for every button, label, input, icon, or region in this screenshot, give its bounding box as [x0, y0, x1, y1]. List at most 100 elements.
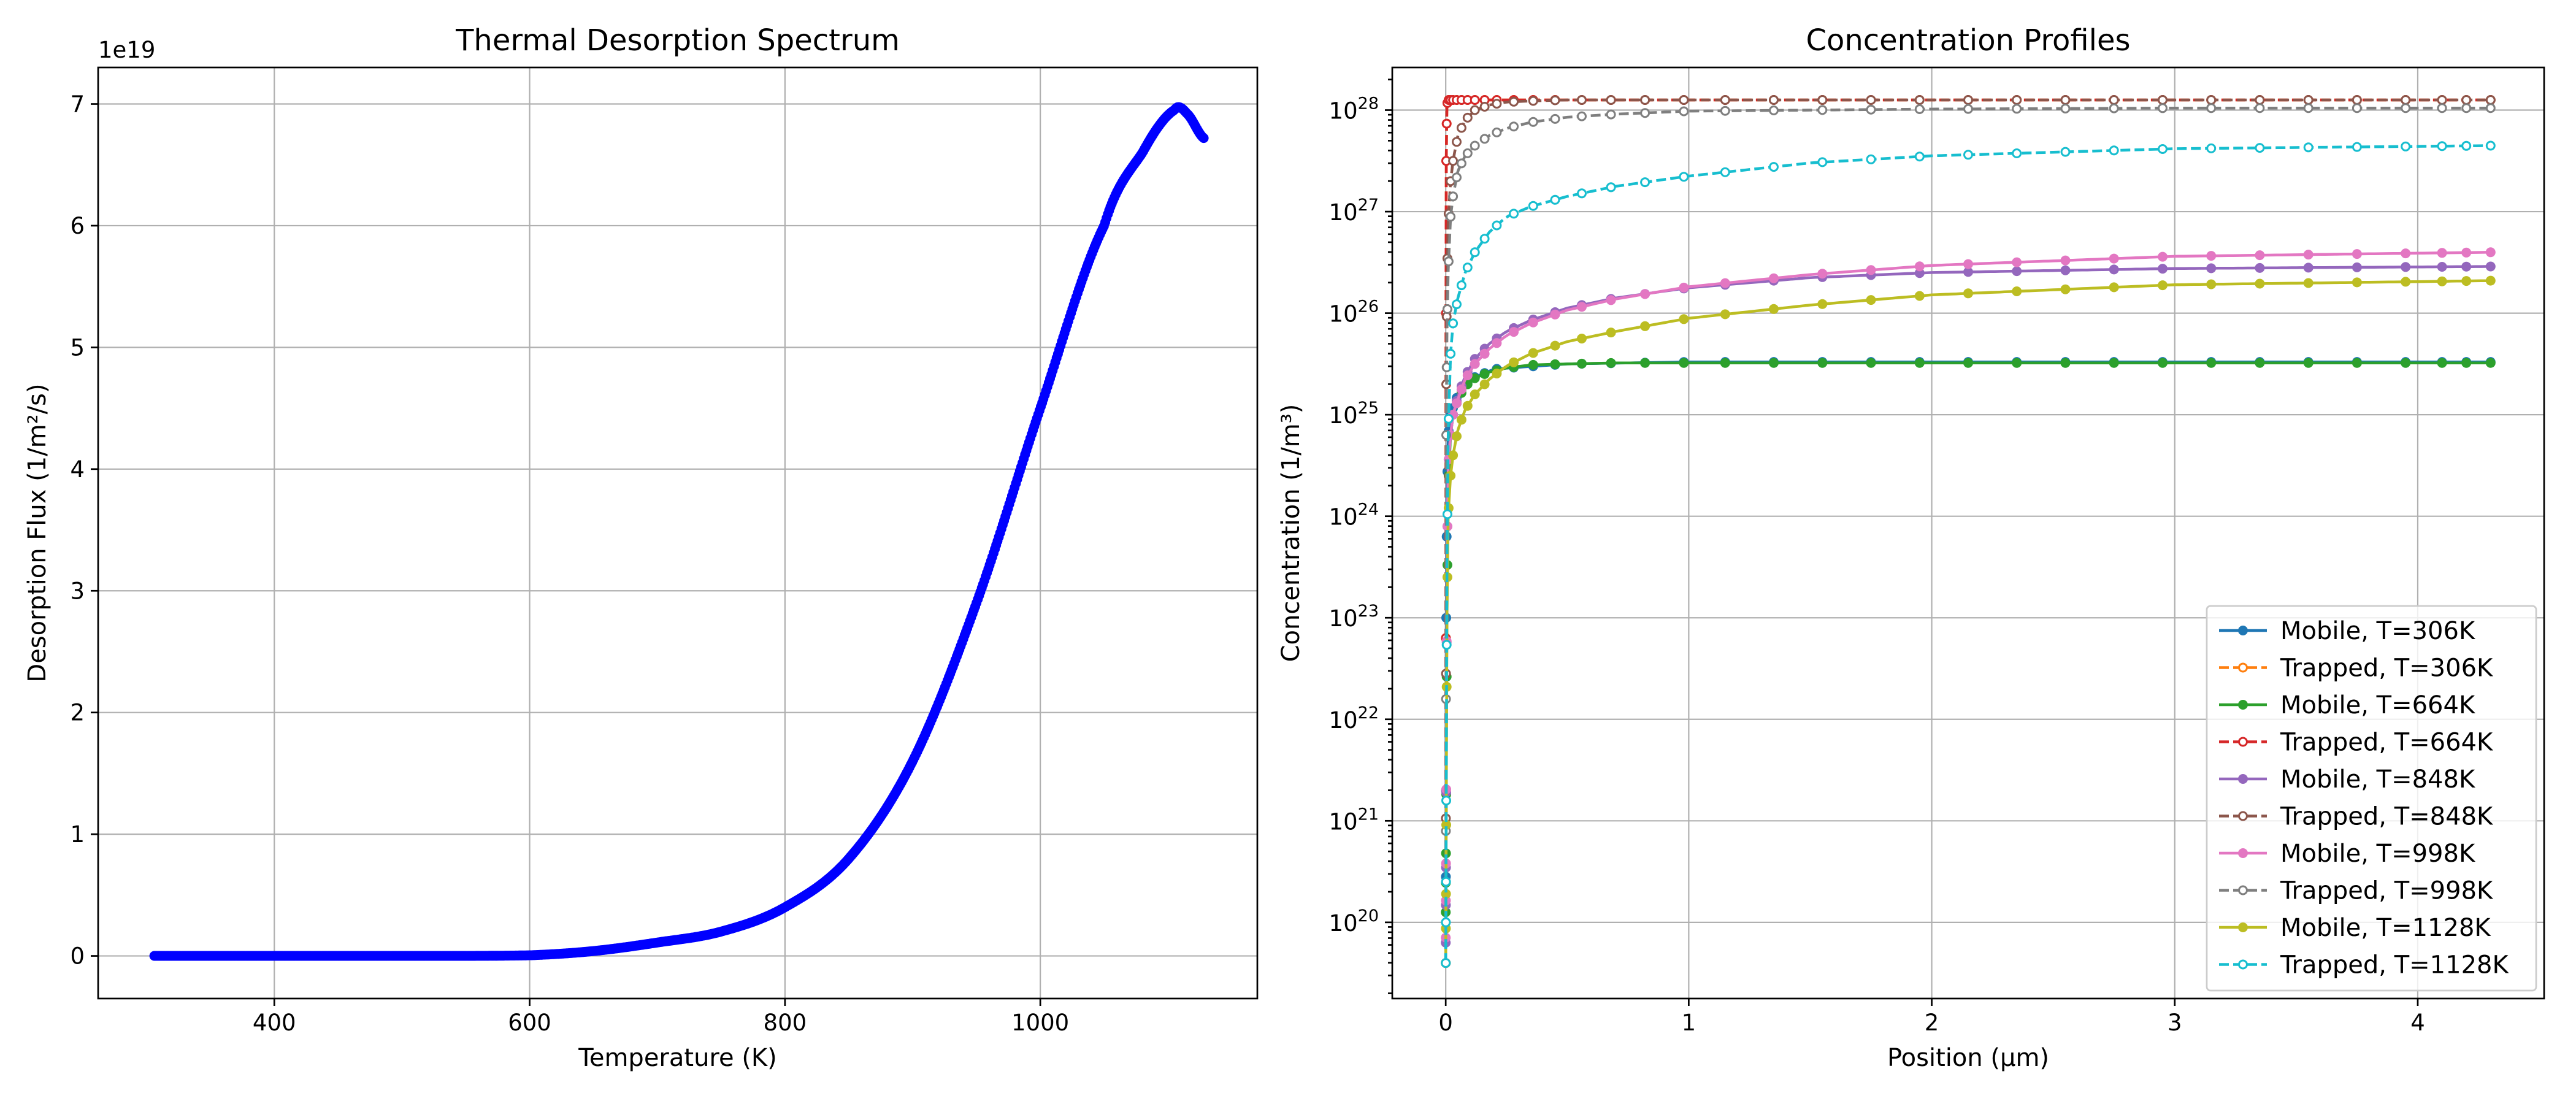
series-marker: [2352, 249, 2362, 259]
series-marker: [2303, 142, 2313, 153]
series-marker: [2437, 103, 2447, 113]
series-marker: [2437, 358, 2447, 368]
series-marker: [1443, 256, 1454, 267]
series-marker: [1817, 358, 1828, 368]
series-marker: [1443, 413, 1454, 424]
series-marker: [2109, 145, 2119, 156]
series-marker: [1963, 259, 1973, 269]
series-marker: [1479, 379, 1490, 389]
series-marker: [1866, 95, 1876, 105]
series-marker: [1606, 358, 1616, 368]
series-marker: [1528, 348, 1538, 358]
right-x-axis-label: Position (μm): [1887, 1044, 2049, 1072]
series-marker: [1963, 95, 1973, 105]
series-5: [1441, 95, 2496, 968]
series-marker: [2401, 248, 2411, 259]
series-marker: [1679, 282, 1689, 293]
series-marker: [1528, 359, 1538, 370]
legend-marker: [2238, 811, 2248, 821]
series-marker: [1914, 291, 1925, 301]
right-y-tick-label: 1028: [1329, 94, 1379, 125]
series-marker: [1550, 359, 1560, 369]
series-marker: [1679, 95, 1689, 105]
legend-marker: [2238, 774, 2248, 784]
series-marker: [1550, 194, 1560, 205]
series-marker: [1577, 95, 1587, 105]
series-marker: [1914, 261, 1925, 272]
series-marker: [2352, 358, 2362, 368]
series-marker: [1456, 123, 1466, 133]
series-marker: [1577, 111, 1587, 121]
series-marker: [2060, 255, 2071, 266]
series-marker: [1606, 182, 1616, 193]
series-marker: [1640, 95, 1650, 105]
right-y-tick-label: 1023: [1329, 602, 1379, 632]
series-marker: [1606, 109, 1616, 120]
series-marker: [1679, 358, 1689, 368]
series-line: [1444, 144, 2491, 964]
left-y-axis-label: Desorption Flux (1/m²/s): [23, 383, 52, 682]
series-marker: [2158, 95, 2168, 105]
series-marker: [2485, 358, 2496, 368]
right-y-tick-label: 1021: [1329, 805, 1379, 835]
series-marker: [1963, 150, 1973, 160]
series-marker: [1606, 95, 1616, 105]
series-marker: [1640, 358, 1650, 368]
series-marker: [1479, 102, 1490, 112]
legend-label: Mobile, T=664K: [2280, 691, 2476, 719]
series-marker: [1462, 148, 1473, 158]
series-marker: [2206, 251, 2217, 261]
series-marker: [1963, 288, 1973, 299]
legend-label: Mobile, T=998K: [2280, 840, 2476, 868]
series-marker: [2437, 248, 2447, 258]
series-marker: [1914, 95, 1925, 105]
right-y-tick-label: 1026: [1329, 297, 1379, 328]
series-marker: [2461, 140, 2472, 151]
legend-marker: [2238, 662, 2248, 673]
legend-item: Trapped, T=998K: [2219, 877, 2494, 905]
series-marker: [1769, 162, 1779, 172]
series-marker: [1452, 431, 1462, 442]
series-marker: [2158, 251, 2168, 262]
series-marker: [2158, 358, 2168, 368]
series-marker: [1492, 369, 1502, 378]
series-marker: [2485, 247, 2496, 258]
series-marker: [2255, 95, 2265, 105]
series-marker: [2109, 358, 2119, 368]
legend-item: Trapped, T=664K: [2219, 729, 2494, 757]
right-x-tick-label: 3: [2168, 1010, 2182, 1036]
series-marker: [1679, 314, 1689, 324]
series-marker: [2060, 284, 2071, 294]
series-marker: [2158, 144, 2168, 154]
series-marker: [2012, 286, 2022, 296]
series-marker: [1817, 299, 1828, 309]
legend-item: Mobile, T=848K: [2219, 765, 2476, 794]
series-marker: [2401, 95, 2411, 105]
series-marker: [2352, 262, 2362, 272]
series-marker: [2158, 103, 2168, 113]
series-marker: [2060, 265, 2071, 275]
series-marker: [2303, 103, 2313, 113]
series-marker: [1448, 318, 1459, 329]
series-marker: [2401, 262, 2411, 272]
series-marker: [2109, 264, 2119, 275]
series-marker: [1492, 338, 1502, 348]
series-marker: [2485, 103, 2496, 113]
series-marker: [1470, 140, 1480, 151]
series-marker: [1509, 327, 1519, 337]
series-marker: [2012, 104, 2022, 114]
series-marker: [1456, 415, 1466, 425]
legend-marker: [2238, 922, 2248, 932]
legend-frame: [2206, 605, 2537, 992]
left-y-tick-label: 7: [70, 91, 85, 118]
series-marker: [1914, 151, 1925, 162]
series-marker: [1479, 369, 1490, 379]
series-marker: [2206, 143, 2217, 153]
series-marker: [2255, 103, 2265, 113]
series-marker: [1492, 99, 1502, 109]
series-marker: [1640, 289, 1650, 299]
series-marker: [1550, 340, 1560, 351]
right-legend: Mobile, T=306K Trapped, T=306K Mobile, T=6…: [2206, 605, 2537, 992]
series-marker: [2352, 142, 2362, 152]
legend-label: Mobile, T=1128K: [2280, 914, 2491, 942]
